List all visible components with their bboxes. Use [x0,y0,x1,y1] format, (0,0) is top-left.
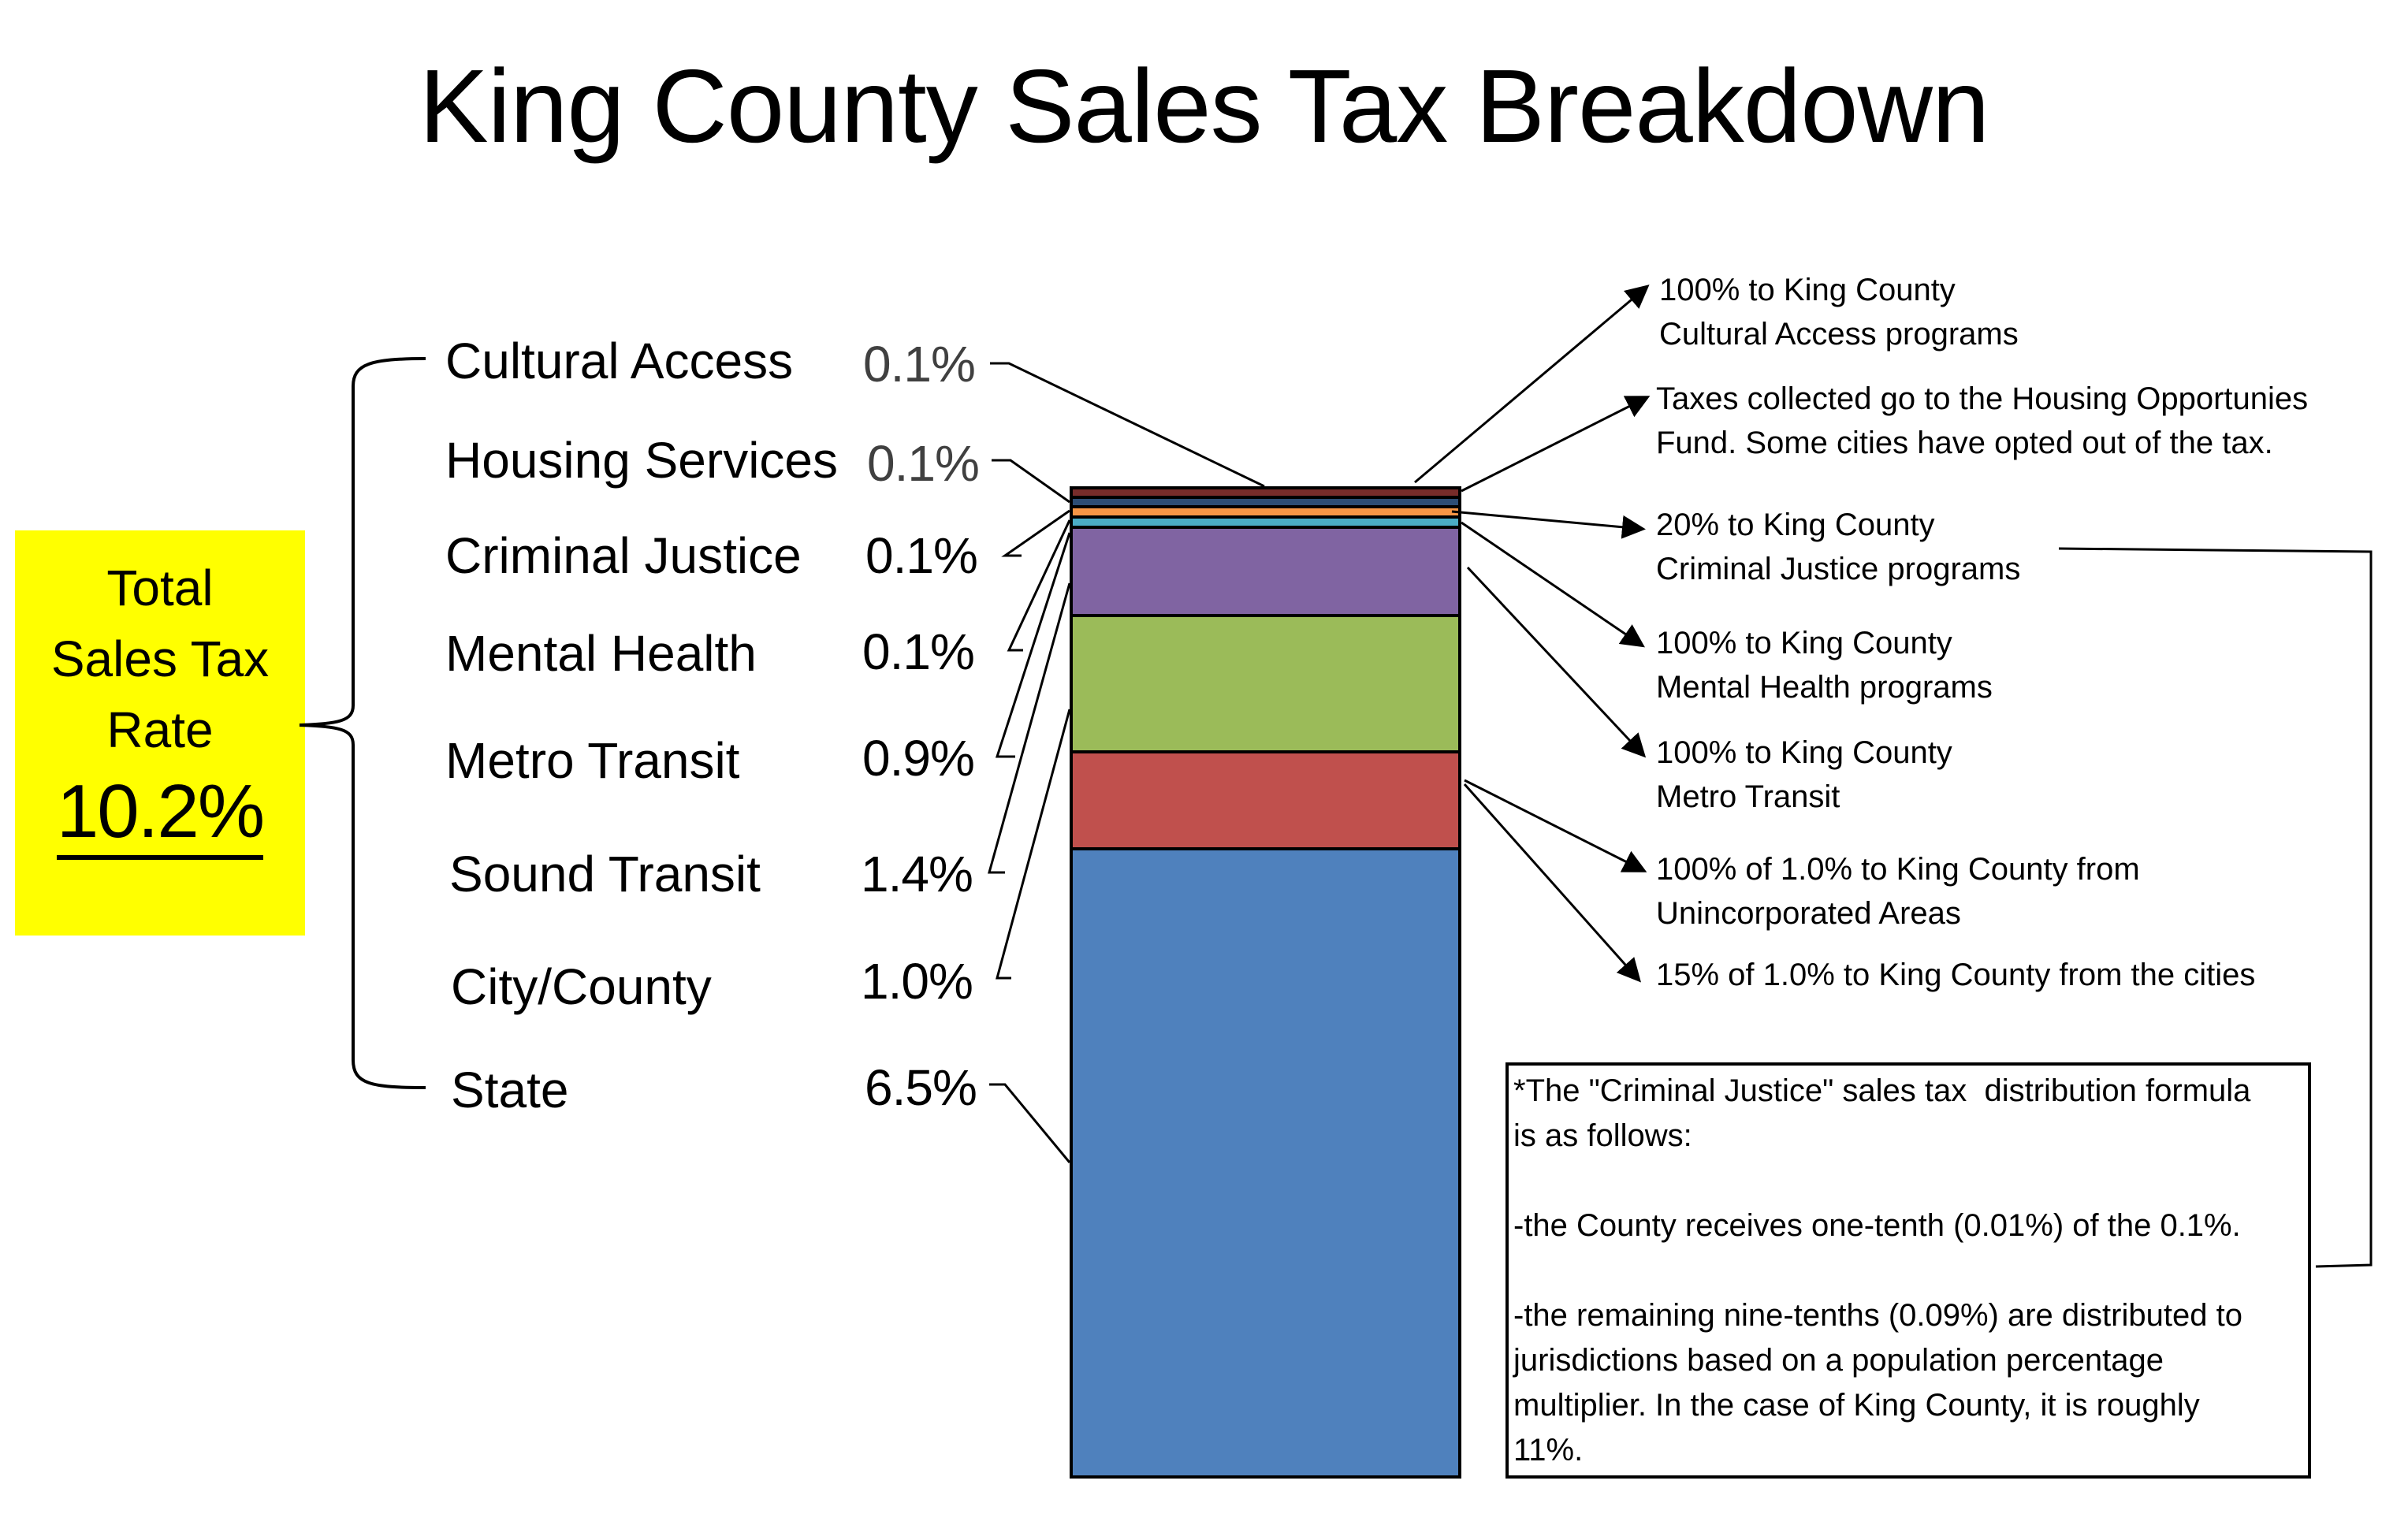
pct-city-county: 1.0% [861,953,973,1010]
label-criminal-justice: Criminal Justice [445,527,802,584]
pct-mental-health: 0.1% [862,623,975,680]
bar-segment-state [1070,847,1461,1479]
pct-housing-services: 0.1% [867,435,980,492]
total-rate-box: Total Sales Tax Rate 10.2% [15,530,305,936]
bar-segment-sound-transit [1070,614,1461,753]
total-label-line1: Total [106,560,214,616]
note-cities: 15% of 1.0% to King County from the citi… [1656,958,2256,992]
pct-metro-transit: 0.9% [862,730,975,787]
total-rate-value: 10.2% [56,768,265,860]
note-metro-transit: 100% to King County Metro Transit [1656,735,1952,814]
note-criminal-justice: 20% to King County Criminal Justice prog… [1656,508,2021,586]
label-housing-services: Housing Services [445,432,838,489]
note-housing-services: Taxes collected go to the Housing Opport… [1656,381,2309,460]
label-state: State [451,1062,569,1118]
pct-sound-transit: 1.4% [861,846,973,902]
total-label-line2: Sales Tax [50,631,270,687]
criminal-justice-footnote: *The "Criminal Justice" sales tax distri… [1505,1062,2311,1479]
total-label-line3: Rate [106,701,214,758]
label-mental-health: Mental Health [445,625,757,682]
bar-segment-metro-transit [1070,526,1461,617]
label-cultural-access: Cultural Access [445,333,794,389]
pct-cultural-access: 0.1% [863,336,976,392]
note-mental-health: 100% to King County Mental Health progra… [1656,626,1993,705]
label-sound-transit: Sound Transit [449,846,761,902]
brace-icon [299,357,426,1089]
pct-state: 6.5% [865,1059,977,1116]
note-unincorporated-areas: 100% of 1.0% to King County from Unincor… [1656,852,2140,931]
label-metro-transit: Metro Transit [445,732,740,789]
note-cultural-access: 100% to King County Cultural Access prog… [1659,273,2019,352]
page-title: King County Sales Tax Breakdown [419,48,1990,164]
pct-criminal-justice: 0.1% [865,527,978,584]
label-city-county: City/County [451,958,712,1015]
